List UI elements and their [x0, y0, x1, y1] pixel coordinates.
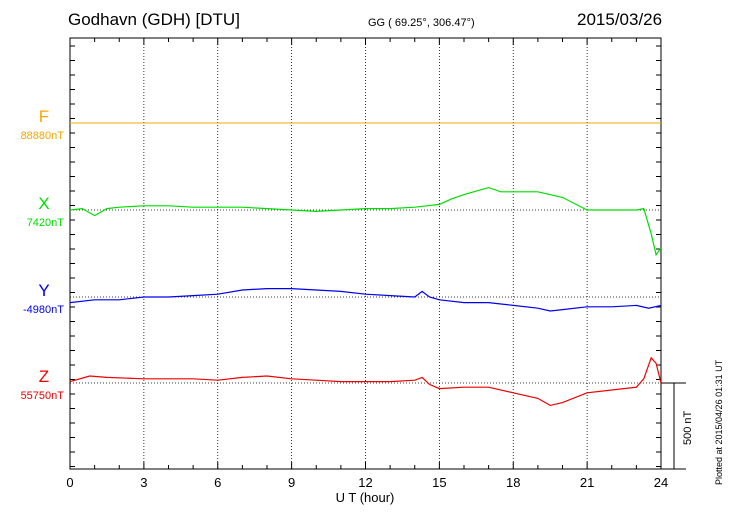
component-label-z: Z — [38, 367, 50, 386]
baseline-value-f: 88880nT — [20, 130, 64, 142]
x-tick-label: 0 — [66, 475, 74, 490]
series-line-z — [69, 356, 662, 407]
x-tick-label: 24 — [653, 475, 669, 490]
component-label-y: Y — [38, 281, 50, 300]
x-axis-label: U T (hour) — [335, 490, 395, 505]
series-line-y — [69, 288, 662, 312]
baseline-value-z: 55750nT — [20, 390, 64, 402]
baseline-value-x: 7420nT — [26, 217, 64, 229]
x-tick-label: 9 — [288, 475, 296, 490]
date-label: 2015/03/26 — [577, 10, 663, 29]
plotted-timestamp: Plotted at 2015/04/26 01:31 UT — [714, 359, 724, 485]
component-label-f: F — [38, 107, 50, 126]
x-tick-label: 3 — [140, 475, 148, 490]
scale-bar-label: 500 nT — [682, 410, 694, 445]
x-tick-label: 6 — [214, 475, 222, 490]
x-tick-label: 15 — [432, 475, 447, 490]
x-tick-label: 12 — [358, 475, 373, 490]
x-tick-label: 18 — [506, 475, 521, 490]
coordinates-label: GG ( 69.25°, 306.47°) — [368, 17, 475, 29]
baseline-value-y: -4980nT — [23, 304, 64, 316]
station-title: Godhavn (GDH) [DTU] — [68, 10, 240, 29]
component-label-x: X — [38, 194, 50, 213]
x-tick-label: 21 — [579, 475, 595, 490]
series-line-x — [69, 186, 662, 257]
